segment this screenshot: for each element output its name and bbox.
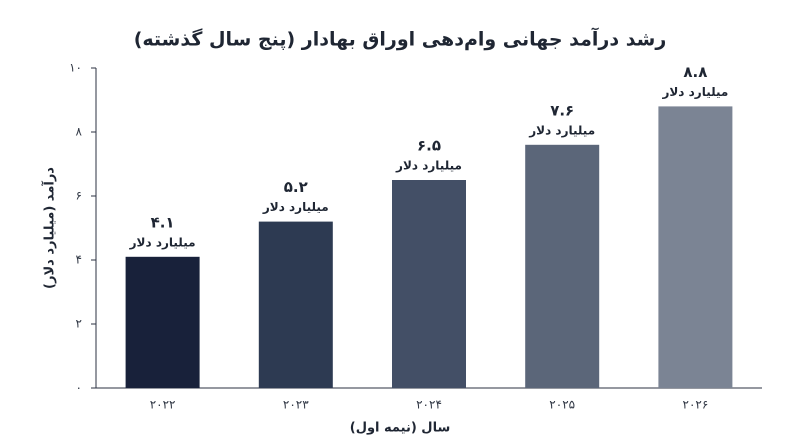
- x-tick-label: ۲۰۲۲: [150, 398, 176, 412]
- x-tick-label: ۲۰۲۴: [416, 398, 442, 412]
- x-tick-label: ۲۰۲۵: [549, 398, 575, 412]
- value-unit: میلیارد دلار: [661, 85, 728, 99]
- x-axis-title: سال (نیمه اول): [350, 421, 450, 436]
- y-tick-label: ۲: [76, 317, 82, 331]
- value-label: ۵.۲: [284, 178, 308, 196]
- bar: [258, 221, 333, 388]
- bar: [125, 256, 200, 388]
- value-label: ۶.۵: [417, 137, 441, 155]
- value-label: ۷.۶: [550, 101, 574, 119]
- y-tick-label: ۸: [76, 125, 83, 139]
- value-unit: میلیارد دلار: [395, 159, 462, 173]
- x-tick-label: ۲۰۲۶: [683, 398, 709, 412]
- chart-title: رشد درآمد جهانی وام‌دهی اوراق بهادار (پن…: [134, 27, 667, 51]
- value-unit: میلیارد دلار: [129, 235, 196, 249]
- value-label: ۸.۸: [683, 63, 707, 81]
- bar: [392, 180, 466, 388]
- y-tick-label: ۰: [76, 381, 82, 395]
- bar: [525, 144, 600, 388]
- bar: [658, 106, 733, 389]
- value-label: ۴.۱: [151, 213, 175, 231]
- y-tick-label: ۴: [76, 253, 82, 267]
- x-tick-label: ۲۰۲۳: [283, 398, 309, 412]
- y-tick-label: ۶: [76, 189, 82, 203]
- value-unit: میلیارد دلار: [262, 200, 329, 214]
- value-unit: میلیارد دلار: [528, 123, 595, 137]
- y-tick-label: ۱۰: [69, 61, 82, 75]
- y-axis-title: درآمد (میلیارد دلار): [41, 167, 58, 289]
